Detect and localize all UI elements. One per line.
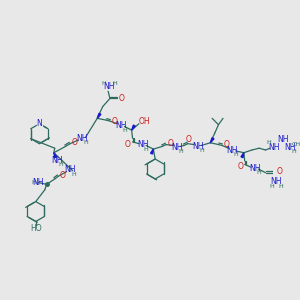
Text: H: H (256, 170, 261, 175)
Text: H: H (291, 149, 296, 154)
Text: H: H (83, 140, 88, 145)
Text: HO: HO (30, 224, 42, 233)
Text: NH: NH (115, 121, 127, 130)
Text: H: H (144, 147, 148, 152)
Text: O: O (60, 171, 66, 180)
Polygon shape (241, 153, 244, 158)
Text: O: O (168, 139, 173, 148)
Polygon shape (210, 138, 214, 143)
Text: O: O (276, 167, 282, 176)
Text: NH: NH (249, 164, 260, 172)
Text: O: O (119, 94, 124, 103)
Text: H: H (122, 128, 127, 133)
Text: H: H (112, 81, 117, 85)
Text: O: O (72, 138, 78, 147)
Text: H: H (199, 148, 204, 153)
Text: H: H (278, 184, 283, 189)
Text: O: O (237, 162, 243, 171)
Polygon shape (132, 125, 135, 130)
Text: NH: NH (103, 82, 115, 91)
Text: NH: NH (76, 134, 88, 143)
Text: CH₃: CH₃ (291, 142, 300, 147)
Text: NH: NH (52, 156, 63, 165)
Text: NH: NH (284, 143, 296, 152)
Text: H: H (178, 149, 183, 154)
Text: NH: NH (192, 142, 203, 151)
Text: NH: NH (277, 135, 289, 144)
Text: H: H (32, 180, 36, 185)
Text: NH: NH (226, 146, 238, 154)
Text: H: H (269, 184, 274, 189)
Text: H: H (233, 152, 238, 157)
Text: N: N (37, 119, 42, 128)
Text: H: H (101, 81, 106, 85)
Text: H: H (71, 172, 76, 177)
Polygon shape (37, 121, 42, 127)
Text: O: O (186, 135, 192, 144)
Polygon shape (97, 113, 101, 118)
Text: NH: NH (271, 177, 282, 186)
Text: NH: NH (64, 165, 76, 174)
Text: NH: NH (137, 140, 148, 149)
Polygon shape (151, 149, 153, 154)
Text: H: H (59, 162, 64, 167)
Text: OH: OH (139, 118, 150, 127)
Text: NH: NH (32, 178, 43, 187)
Text: O: O (112, 118, 117, 127)
Text: NH: NH (171, 143, 183, 152)
Text: O: O (224, 140, 230, 149)
Polygon shape (54, 153, 57, 158)
Text: NH: NH (268, 143, 279, 152)
Text: H: H (267, 140, 272, 145)
Text: O: O (125, 140, 131, 149)
